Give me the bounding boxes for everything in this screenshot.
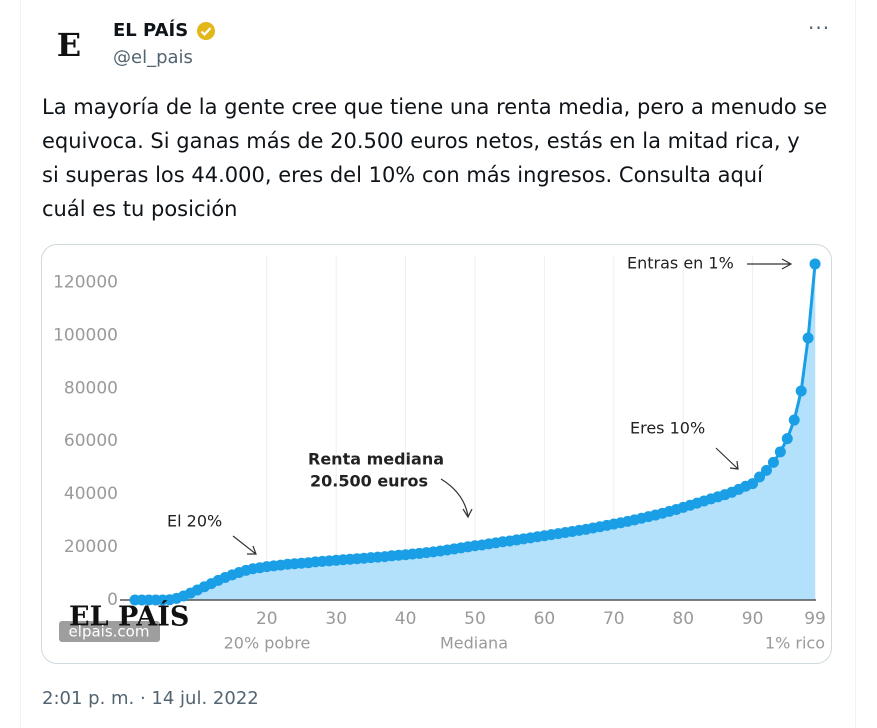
- point: [754, 471, 766, 483]
- annotation: El 20%: [167, 512, 222, 531]
- point: [774, 446, 786, 458]
- watermark-box: [59, 621, 160, 642]
- annotation-arrow: [440, 478, 473, 519]
- y-tick-label: 120000: [53, 272, 118, 292]
- point: [802, 332, 814, 344]
- point: [747, 478, 759, 490]
- x-tick-label: 90: [742, 609, 764, 629]
- timestamp[interactable]: 2:01 p. m. · 14 jul. 2022: [42, 688, 259, 709]
- x-tick-label: 80: [672, 609, 694, 629]
- y-tick-label: 40000: [64, 484, 118, 504]
- x-tick-label: 70: [603, 609, 625, 629]
- author-handle[interactable]: @el_pais: [113, 47, 193, 68]
- x-sublabel: 1% rico: [765, 634, 825, 653]
- point: [795, 385, 807, 397]
- x-tick-label: 30: [325, 609, 347, 629]
- annotation-arrow: [232, 535, 257, 555]
- tweet-text: cuál es tu posición: [42, 197, 238, 221]
- chart: 0 20000 40000 60000 80000 100000 120000 20 30 40 5…: [53, 254, 826, 653]
- more-button[interactable]: ···: [808, 16, 831, 40]
- x-tick-label: 50: [464, 609, 486, 629]
- annotation: 20.500 euros: [310, 472, 428, 491]
- tweet-text: si superas los 44.000, eres del 10% con …: [42, 163, 763, 187]
- y-tick-label: 20000: [64, 537, 118, 557]
- tweet-text: equivoca. Si ganas más de 20.500 euros n…: [42, 129, 800, 153]
- annotation-arrow: [747, 258, 793, 270]
- x-sublabel: Mediana: [440, 634, 508, 653]
- area: [134, 263, 816, 600]
- point: [788, 414, 800, 426]
- logo: EL PAÍS: [69, 600, 189, 633]
- x-tick-label: 99: [804, 609, 826, 629]
- media-card[interactable]: 0 20000 40000 60000 80000 100000 120000 20 30 40 5…: [41, 244, 832, 664]
- author-name[interactable]: EL PAÍS: [113, 20, 189, 41]
- y-tick-label: 80000: [64, 378, 118, 398]
- verified-badge: [197, 22, 215, 40]
- x-sublabel: 20% pobre: [224, 634, 311, 653]
- timeline-column: [20, 0, 856, 728]
- x-tick-label: 20: [256, 609, 278, 629]
- point: [781, 433, 793, 445]
- y-tick-label: 60000: [64, 431, 118, 451]
- y-tick-label: 100000: [53, 325, 118, 345]
- annotation: Eres 10%: [630, 419, 705, 438]
- annotation: Entras en 1%: [627, 254, 734, 273]
- y-tick-label: 0: [107, 590, 118, 610]
- point: [767, 456, 779, 468]
- x-tick-label: 40: [395, 609, 417, 629]
- point: [809, 258, 821, 270]
- x-tick-label: 60: [534, 609, 556, 629]
- annotation-arrow: [715, 447, 739, 470]
- tweet-text: La mayoría de la gente cree que tiene un…: [42, 95, 828, 119]
- watermark: elpais.com: [69, 623, 150, 641]
- annotation: Renta mediana: [308, 450, 444, 469]
- avatar[interactable]: E: [56, 26, 82, 64]
- point: [760, 464, 772, 476]
